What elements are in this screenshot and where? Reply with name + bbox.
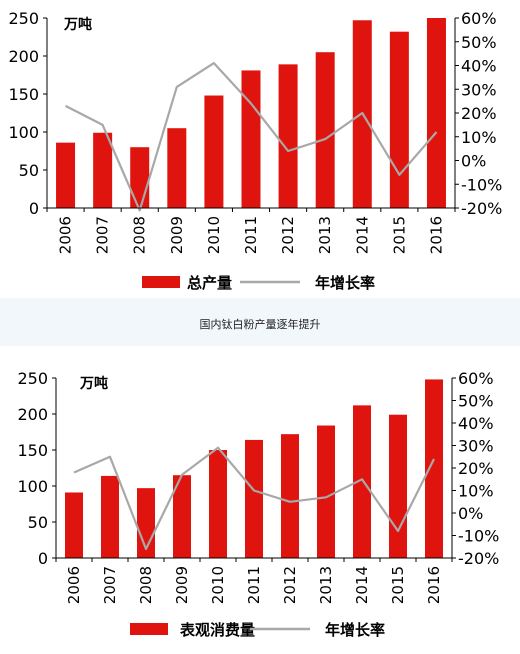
x-tick-label: 2008 <box>137 566 155 604</box>
bar-2006 <box>56 143 75 208</box>
x-tick-label: 2016 <box>427 216 445 254</box>
left-tick-label: 0 <box>38 549 48 568</box>
legend-line-label: 年增长率 <box>325 621 385 639</box>
left-tick-label: 250 <box>8 9 39 28</box>
x-tick-label: 2009 <box>168 216 186 254</box>
x-tick-label: 2006 <box>57 216 75 254</box>
x-tick-label: 2012 <box>279 216 297 254</box>
legend-bar-swatch <box>130 623 168 635</box>
left-tick-label: 150 <box>8 85 39 104</box>
bar-2007 <box>101 476 119 558</box>
x-tick-label: 2015 <box>390 216 408 254</box>
right-tick-label: -10% <box>458 527 499 546</box>
unit-label: 万吨 <box>79 375 108 392</box>
left-tick-label: 100 <box>17 477 48 496</box>
left-tick-label: 200 <box>8 47 39 66</box>
right-tick-label: 30% <box>461 80 497 99</box>
unit-label: 万吨 <box>63 16 92 33</box>
legend-bar-swatch <box>142 276 180 288</box>
right-tick-label: 40% <box>461 57 497 76</box>
x-tick-label: 2015 <box>389 566 407 604</box>
left-tick-label: 50 <box>28 513 48 532</box>
chart-panel-production: 250 200 150 100 50 0 60% 50% 40% 30% 20% 10% 0% -10% -… <box>0 0 520 298</box>
left-tick-label: 200 <box>17 405 48 424</box>
right-tick-label: -20% <box>458 549 499 568</box>
bar-2009 <box>167 128 186 208</box>
right-tick-label: -20% <box>461 199 502 218</box>
right-tick-label: -10% <box>461 175 502 194</box>
x-tick-label: 2013 <box>317 566 335 604</box>
x-tick-label: 2014 <box>353 216 371 254</box>
left-tick-label: 250 <box>17 369 48 388</box>
right-tick-label: 50% <box>458 392 494 411</box>
x-tick-label: 2013 <box>316 216 334 254</box>
left-tick-label: 50 <box>19 161 39 180</box>
right-tick-label: 50% <box>461 33 497 52</box>
bar-2010 <box>204 96 223 208</box>
right-tick-label: 10% <box>458 482 494 501</box>
x-tick-label: 2006 <box>65 566 83 604</box>
bar-2012 <box>279 64 298 208</box>
bar-2012 <box>281 434 299 558</box>
x-tick-label: 2016 <box>425 566 443 604</box>
bar-2016 <box>425 379 443 558</box>
right-tick-label: 0% <box>461 152 486 171</box>
right-tick-label: 60% <box>461 9 497 28</box>
left-tick-label: 100 <box>8 123 39 142</box>
x-tick-label: 2008 <box>131 216 149 254</box>
bar-2016 <box>427 18 446 208</box>
x-tick-label: 2011 <box>245 566 263 604</box>
bar-2011 <box>245 440 263 558</box>
right-tick-label: 60% <box>458 369 494 388</box>
chart-caption: 国内钛白粉产量逐年提升 <box>0 316 520 332</box>
production-chart: 250 200 150 100 50 0 60% 50% 40% 30% 20% 10% 0% -10% -… <box>0 0 520 298</box>
bar-2010 <box>209 450 227 558</box>
bar-2006 <box>65 492 83 558</box>
right-tick-label: 0% <box>458 504 483 523</box>
right-tick-label: 40% <box>458 414 494 433</box>
bar-2013 <box>317 426 335 558</box>
right-tick-label: 20% <box>458 459 494 478</box>
consumption-chart: 250 200 150 100 50 0 60% 50% 40% 30% 20% 10% 0% -10% -… <box>0 346 520 650</box>
left-tick-label: 150 <box>17 441 48 460</box>
chart-panel-consumption: 250 200 150 100 50 0 60% 50% 40% 30% 20% 10% 0% -10% -… <box>0 346 520 650</box>
bar-2013 <box>316 52 335 208</box>
x-tick-label: 2011 <box>242 216 260 254</box>
x-tick-label: 2009 <box>173 566 191 604</box>
x-tick-label: 2014 <box>353 566 371 604</box>
bar-2011 <box>242 70 261 208</box>
right-tick-label: 10% <box>461 128 497 147</box>
bar-2008 <box>130 147 149 208</box>
right-tick-label: 20% <box>461 104 497 123</box>
x-tick-label: 2010 <box>205 216 223 254</box>
bar-2015 <box>390 32 409 208</box>
legend-line-label: 年增长率 <box>315 274 375 292</box>
bar-2015 <box>389 415 407 558</box>
x-tick-label: 2010 <box>209 566 227 604</box>
x-tick-label: 2012 <box>281 566 299 604</box>
left-tick-label: 0 <box>29 199 39 218</box>
x-tick-label: 2007 <box>94 216 112 254</box>
right-tick-label: 30% <box>458 437 494 456</box>
legend-bar-label: 表观消费量 <box>180 621 255 639</box>
bar-2007 <box>93 133 112 208</box>
x-tick-label: 2007 <box>101 566 119 604</box>
legend-bar-label: 总产量 <box>187 274 232 292</box>
